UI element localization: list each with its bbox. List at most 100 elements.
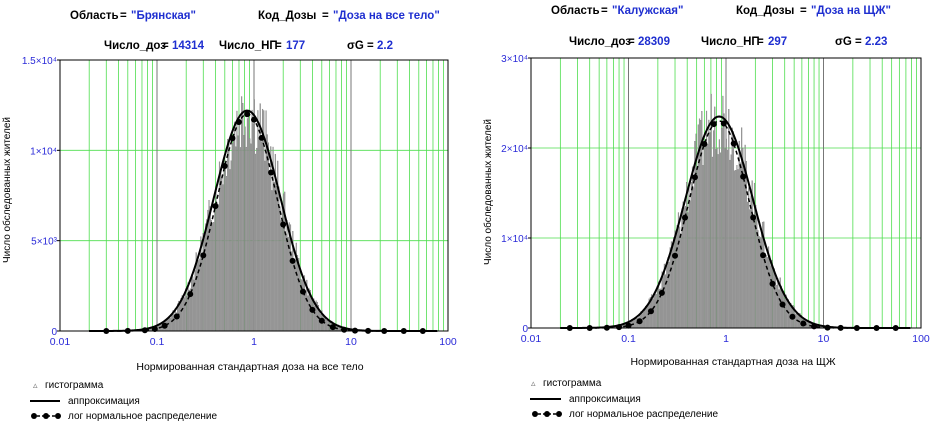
histogram-bar — [730, 154, 732, 329]
histogram-bars — [607, 93, 830, 329]
histogram-bar — [180, 298, 182, 332]
histogram-bar — [657, 281, 660, 329]
histogram-bar — [201, 259, 203, 332]
histogram-bar — [206, 219, 208, 332]
histogram-bar — [185, 288, 187, 332]
lognormal-marker — [636, 318, 643, 325]
histogram-bar — [717, 154, 719, 329]
histogram-bar — [210, 220, 212, 332]
n-doses-label: Число_доз — [104, 40, 166, 52]
lognormal-marker — [229, 135, 236, 142]
histogram-bar — [683, 207, 685, 329]
histogram-bar — [261, 108, 264, 332]
histogram-bar — [723, 113, 725, 329]
histogram-bar — [255, 153, 257, 332]
histogram-chart-left: Область = "Брянская" Код_Дозы = "Доза на… — [1, 10, 457, 422]
svg-text:=: = — [367, 40, 374, 52]
histogram-bar — [718, 139, 720, 329]
histogram-bar — [680, 233, 682, 329]
lognormal-legend-marker — [532, 411, 538, 417]
histogram-bar — [737, 169, 739, 329]
n-settlements-value: 297 — [768, 36, 787, 48]
lognormal-marker — [710, 121, 717, 128]
histogram-bar — [170, 317, 172, 332]
lognormal-marker — [309, 306, 316, 313]
x-tick-label: 1 — [251, 336, 257, 348]
histogram-bar — [771, 260, 773, 329]
histogram-bar — [286, 220, 288, 332]
histogram-bar — [758, 236, 760, 329]
sigma-value: 2.2 — [377, 40, 393, 52]
histogram-bar — [667, 257, 669, 329]
x-tick-label: 0.01 — [50, 336, 71, 348]
lognormal-legend-marker — [43, 413, 49, 419]
histogram-bar — [719, 152, 722, 329]
histogram-bar — [257, 110, 259, 332]
y-tick-label: 2×10⁴ — [501, 144, 528, 155]
lognormal-marker — [280, 221, 287, 228]
histogram-bar — [250, 143, 252, 332]
lognormal-marker — [682, 214, 689, 221]
x-tick-label: 100 — [439, 336, 457, 348]
lognormal-marker — [151, 325, 158, 332]
histogram-bar — [237, 135, 239, 332]
histogram-bar — [256, 147, 258, 332]
lognormal-marker — [329, 324, 336, 331]
histogram-bar — [338, 326, 340, 332]
region-label: Область — [551, 5, 600, 17]
histogram-bar — [280, 220, 282, 332]
lognormal-marker — [672, 252, 679, 259]
histogram-bar — [243, 135, 245, 332]
histogram-bar — [193, 279, 195, 332]
histogram-bar — [666, 265, 668, 329]
histogram-bar — [704, 141, 706, 329]
y-tick-label: 1.5×10⁴ — [22, 56, 57, 67]
n-settlements-label: Число_НП — [701, 36, 760, 48]
lognormal-marker — [625, 322, 632, 329]
histogram-bar — [204, 223, 207, 332]
histogram-bar — [264, 160, 266, 332]
lognormal-marker — [789, 313, 796, 320]
histogram-bar — [722, 95, 724, 329]
histogram-bar — [739, 162, 742, 329]
histogram-bar — [711, 156, 713, 329]
dose-code-value: "Доза на ЩЖ" — [811, 5, 891, 17]
plot-frame — [59, 59, 449, 332]
histogram-bar — [642, 312, 644, 329]
histogram-bar — [707, 144, 709, 329]
histogram-bar — [238, 118, 240, 332]
histogram-bar — [245, 146, 247, 332]
histogram-bar — [654, 291, 656, 329]
histogram-bar — [806, 321, 808, 329]
histogram-bar — [682, 201, 684, 329]
lognormal-marker — [268, 169, 275, 176]
legend-histogram-label: гистограмма — [543, 378, 602, 389]
lognormal-marker — [200, 252, 207, 259]
histogram-chart-right: Область = "Калужская" Код_Дозы = "Доза н… — [482, 5, 930, 420]
histogram-bar — [734, 170, 736, 329]
histogram-bar — [729, 159, 731, 329]
lognormal-marker — [800, 320, 807, 327]
svg-text:=: = — [800, 5, 807, 17]
y-axis-label: Число обследованных жителей — [1, 117, 13, 263]
histogram-bar — [676, 225, 678, 329]
n-doses-value: 28309 — [638, 36, 670, 48]
histogram-bar — [687, 212, 689, 329]
histogram-bar — [251, 109, 253, 332]
lognormal-marker — [691, 174, 698, 181]
histogram-bar — [326, 320, 328, 332]
histogram-bar — [673, 237, 675, 329]
y-tick-label: 0 — [51, 327, 57, 338]
histogram-bar — [221, 178, 223, 332]
histogram-bar — [184, 297, 186, 332]
histogram-bar — [759, 237, 761, 329]
histogram-bar — [287, 237, 289, 332]
histogram-bar — [773, 268, 775, 329]
histogram-bar — [249, 138, 251, 332]
histogram-bars — [139, 96, 357, 332]
histogram-bar — [171, 313, 173, 332]
region-value: "Калужская" — [612, 5, 683, 17]
histogram-bar — [727, 149, 729, 329]
histogram-bar — [646, 305, 648, 329]
histogram-bar — [227, 138, 229, 332]
